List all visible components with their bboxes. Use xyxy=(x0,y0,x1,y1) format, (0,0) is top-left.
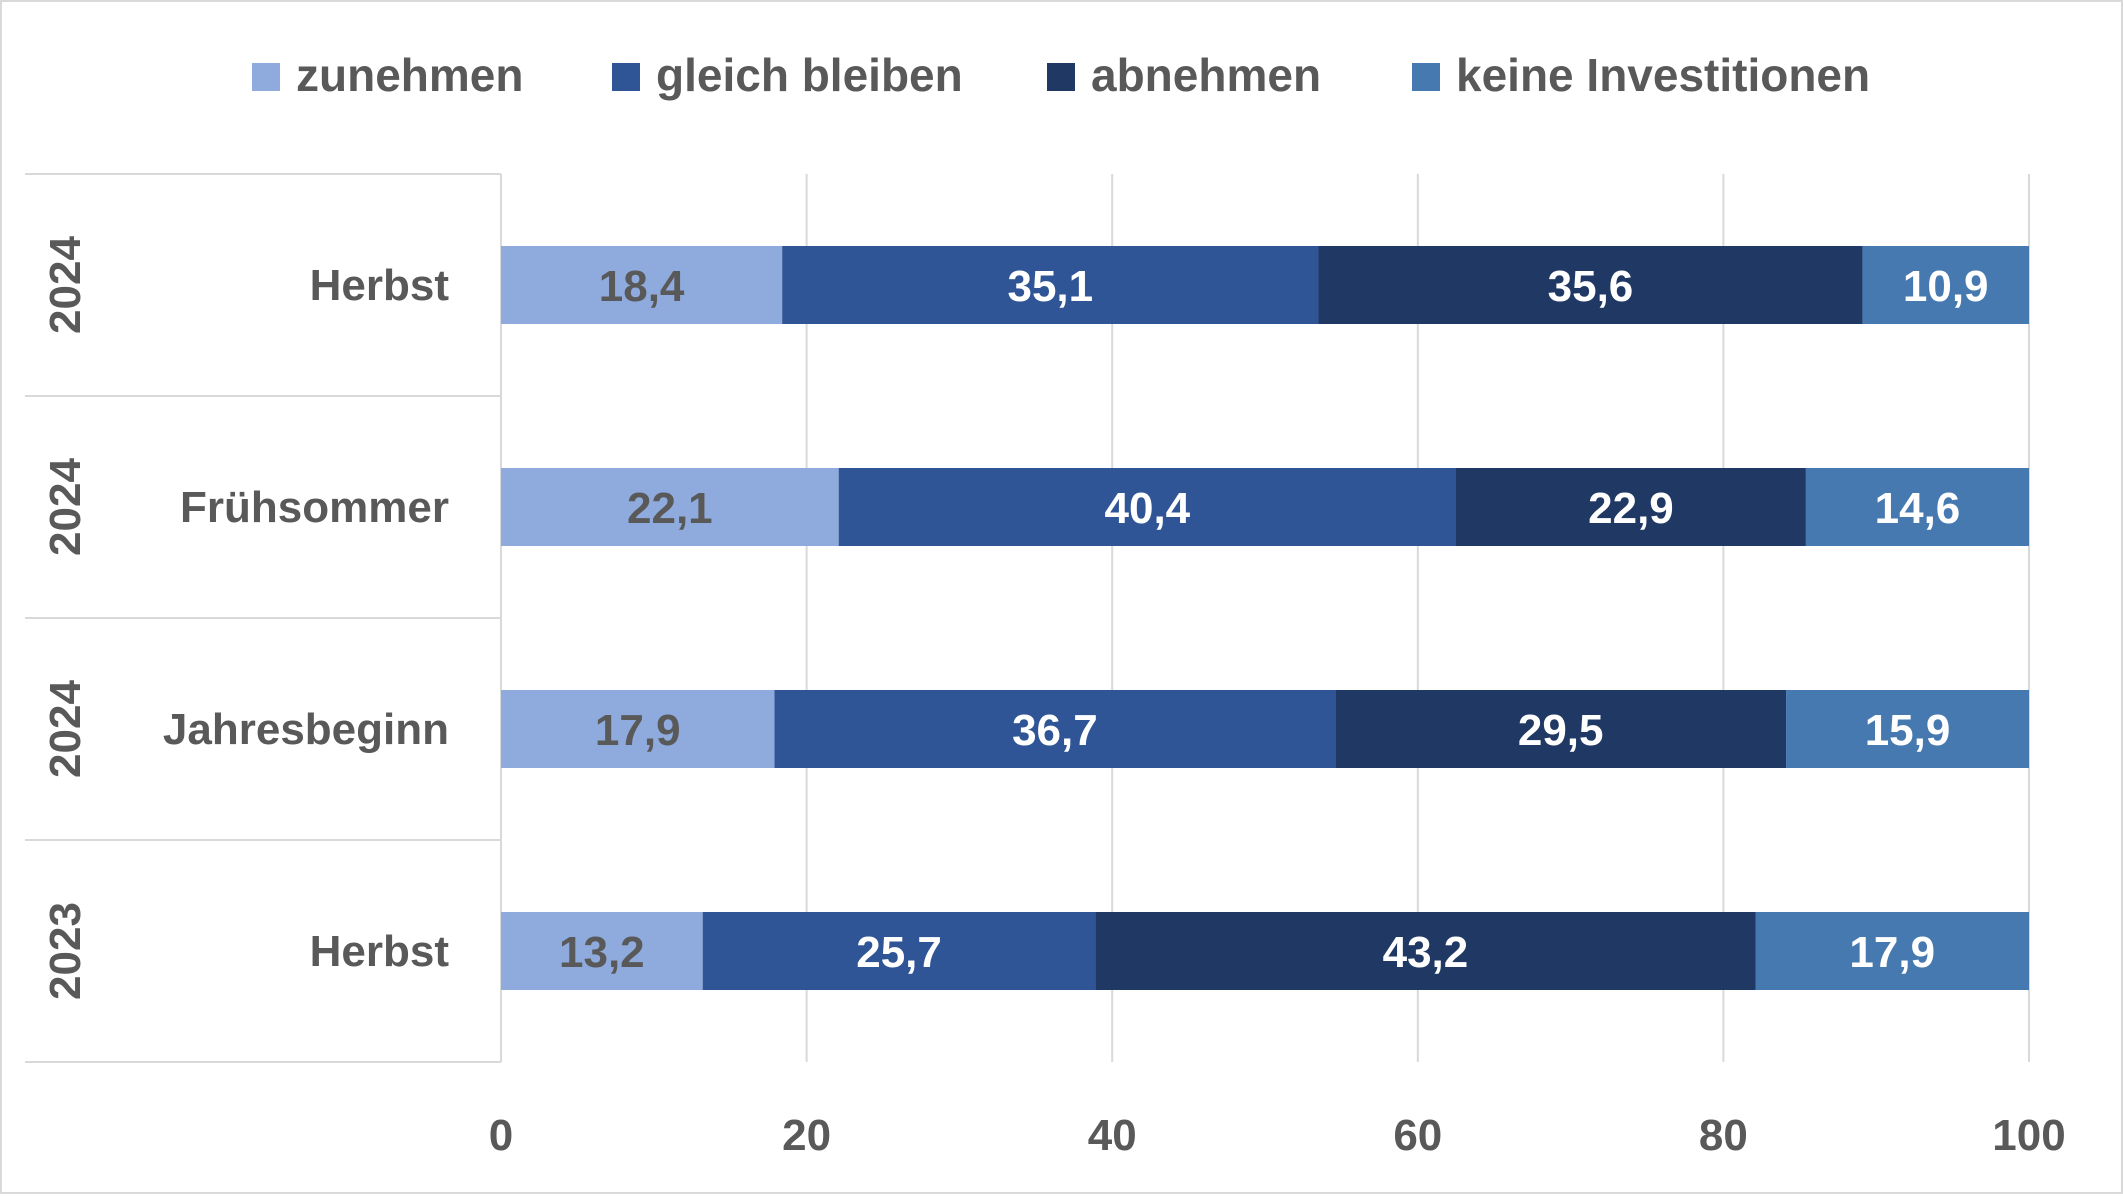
bars: 18,4 35,1 35,6 10,9 22,1 40,4 22,9 14,6 17,9 36,7… xyxy=(501,246,2029,990)
data-label: 13,2 xyxy=(559,928,645,977)
data-label: 25,7 xyxy=(856,928,942,977)
data-label: 43,2 xyxy=(1383,928,1469,977)
data-label: 17,9 xyxy=(1849,928,1935,977)
bar-segment xyxy=(774,690,1336,768)
bar-segment xyxy=(1095,912,1756,990)
x-tick-label: 20 xyxy=(782,1111,831,1160)
category-season-label: Frühsommer xyxy=(180,483,449,532)
bar-segment xyxy=(1805,468,2029,546)
legend-swatch xyxy=(1047,63,1075,91)
x-tick-label: 0 xyxy=(489,1111,513,1160)
bar-segment xyxy=(1335,690,1787,768)
data-label: 22,1 xyxy=(627,484,713,533)
category-year-label: 2023 xyxy=(41,902,90,1000)
x-tick-label: 80 xyxy=(1699,1111,1748,1160)
x-tick-label: 40 xyxy=(1088,1111,1137,1160)
legend-swatch xyxy=(612,63,640,91)
bar-segment xyxy=(1318,246,1863,324)
bar-segment xyxy=(1755,912,2029,990)
bar-segment xyxy=(1862,246,2029,324)
category-year-label: 2024 xyxy=(41,680,90,778)
legend-label: gleich bleiben xyxy=(656,49,963,101)
bar-segment xyxy=(501,912,703,990)
bar-segment xyxy=(1456,468,1806,546)
category-season-label: Herbst xyxy=(310,927,450,976)
category-year-label: 2024 xyxy=(41,236,90,334)
bar-segment xyxy=(782,246,1319,324)
data-label: 14,6 xyxy=(1875,484,1961,533)
bar-segment xyxy=(501,690,775,768)
data-label: 35,6 xyxy=(1548,262,1634,311)
data-label: 22,9 xyxy=(1588,484,1674,533)
bar-segment xyxy=(501,468,839,546)
data-label: 17,9 xyxy=(595,706,681,755)
category-season-label: Jahresbeginn xyxy=(163,705,449,754)
legend: zunehmen gleich bleiben abnehmen keine Inve… xyxy=(252,49,1870,101)
legend-label: keine Investitionen xyxy=(1456,49,1870,101)
data-label: 18,4 xyxy=(599,262,685,311)
bar-segment xyxy=(702,912,1096,990)
data-label: 29,5 xyxy=(1518,706,1604,755)
x-tick-label: 100 xyxy=(1992,1111,2065,1160)
bar-segment xyxy=(501,246,783,324)
data-label: 35,1 xyxy=(1007,262,1093,311)
data-label: 10,9 xyxy=(1903,262,1989,311)
data-label: 15,9 xyxy=(1865,706,1951,755)
x-tick-labels: 0 20 40 60 80 100 xyxy=(489,1111,2066,1160)
data-label: 36,7 xyxy=(1012,706,1098,755)
data-label: 40,4 xyxy=(1105,484,1191,533)
legend-swatch xyxy=(1412,63,1440,91)
bar-segment xyxy=(1786,690,2029,768)
x-tick-label: 60 xyxy=(1393,1111,1442,1160)
category-season-label: Herbst xyxy=(310,261,450,310)
legend-label: zunehmen xyxy=(296,49,523,101)
category-year-label: 2024 xyxy=(41,458,90,556)
bar-segment xyxy=(838,468,1456,546)
legend-swatch xyxy=(252,63,280,91)
legend-label: abnehmen xyxy=(1091,49,1321,101)
category-axis: 2024 Herbst 2024 Frühsommer 2024 Jahresbeginn… xyxy=(25,173,502,1063)
